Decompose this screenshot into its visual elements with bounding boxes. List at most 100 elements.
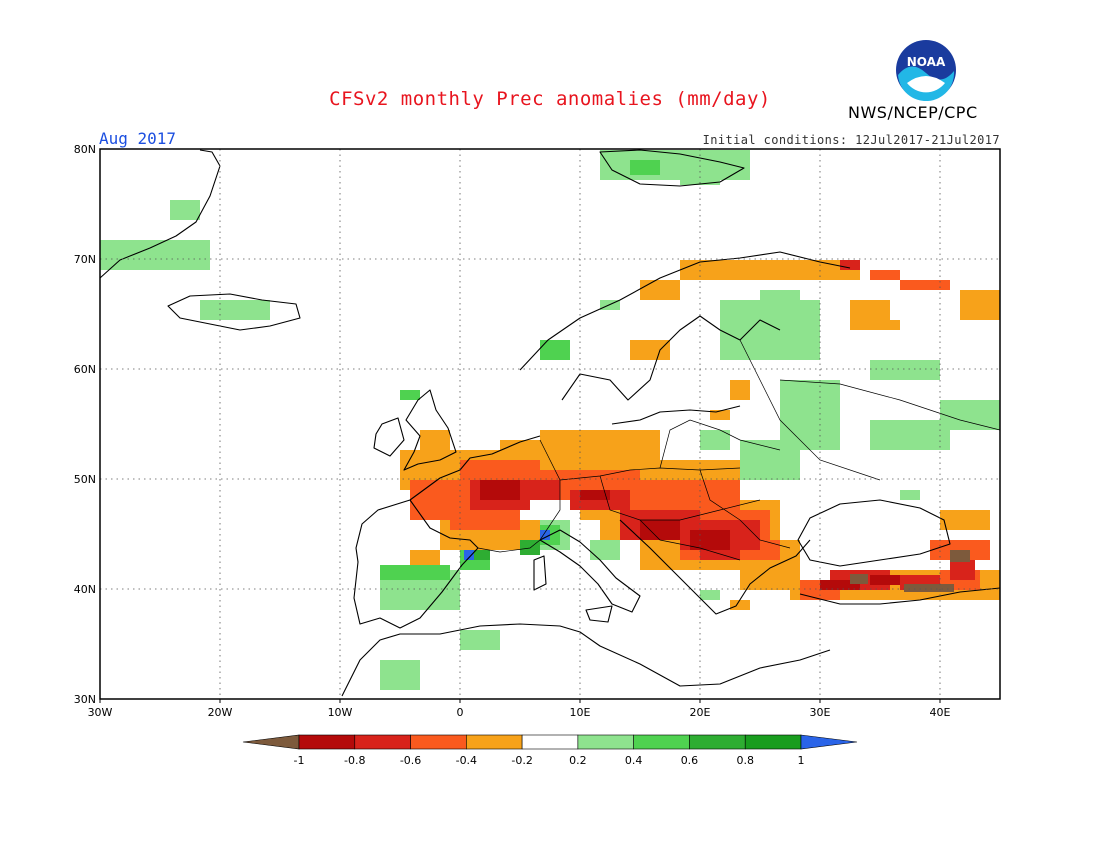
anomaly-cell — [400, 390, 420, 400]
anomaly-cell — [470, 550, 490, 560]
legend-arrow-low — [242, 734, 300, 750]
lon-tick-label: 0 — [457, 706, 464, 719]
map-frame — [99, 148, 1001, 700]
anomaly-cell — [960, 290, 1000, 320]
anomaly-cell — [700, 590, 720, 600]
anomaly-cell — [820, 580, 860, 590]
lon-tick-label: 10E — [570, 706, 591, 719]
anomaly-cell — [700, 430, 730, 450]
chart-title: CFSv2 monthly Prec anomalies (mm/day) — [329, 88, 771, 110]
anomaly-cell — [630, 160, 660, 175]
legend-color-box — [744, 734, 802, 750]
anomaly-cell — [640, 520, 680, 540]
anomaly-cell — [870, 575, 900, 585]
legend-tick-label: 1 — [798, 754, 805, 767]
legend-tick-label: -1 — [294, 754, 305, 767]
anomaly-cell — [870, 360, 940, 380]
legend-color-box — [354, 734, 411, 750]
legend-color-box — [577, 734, 634, 750]
anomaly-cell — [600, 150, 750, 180]
anomaly-cell — [480, 480, 520, 500]
anomaly-cell — [410, 600, 440, 610]
anomaly-cell — [950, 550, 970, 562]
lat-tick-label: 40N — [74, 583, 96, 596]
anomaly-cell — [640, 280, 680, 300]
anomaly-cell — [450, 510, 520, 530]
legend-arrow-high — [800, 734, 858, 750]
legend-color-box — [521, 734, 579, 750]
anomaly-cell — [940, 510, 990, 530]
anomaly-cell — [730, 600, 750, 610]
noaa-logo-text: NOAA — [907, 55, 946, 69]
anomaly-cell — [850, 574, 868, 584]
anomaly-cell — [540, 430, 620, 450]
lat-tick-label: 80N — [74, 143, 96, 156]
legend-color-box — [466, 734, 523, 750]
anomaly-cell — [950, 560, 975, 580]
anomaly-cell — [540, 530, 550, 540]
anomaly-cell — [540, 340, 570, 360]
anomaly-cell — [900, 280, 950, 290]
legend-tick-label: 0.2 — [569, 754, 587, 767]
anomaly-cell — [740, 570, 800, 590]
anomaly-cell — [840, 260, 860, 270]
anomaly-cell — [710, 410, 730, 420]
color-legend — [242, 734, 858, 750]
anomaly-cell — [990, 580, 1000, 600]
anomaly-cell — [870, 420, 950, 450]
anomaly-cell — [880, 320, 900, 330]
anomaly-cell — [620, 430, 660, 460]
map-gridlines — [100, 149, 1000, 699]
anomaly-cell — [904, 584, 954, 592]
anomaly-cell — [380, 565, 450, 580]
anomaly-cell — [740, 440, 800, 480]
anomaly-cell — [420, 430, 450, 450]
legend-color-box — [298, 734, 356, 750]
anomaly-cell — [170, 200, 200, 220]
lon-tick-label: 30E — [810, 706, 831, 719]
legend-tick-label: -0.4 — [456, 754, 477, 767]
lat-tick-label: 60N — [74, 363, 96, 376]
legend-color-box — [689, 734, 746, 750]
anomaly-cell — [780, 380, 840, 450]
anomaly-cell — [730, 380, 750, 400]
anomaly-cell — [464, 550, 474, 560]
legend-color-box — [410, 734, 467, 750]
anomaly-cell — [100, 240, 210, 270]
legend-color-box — [633, 734, 690, 750]
lon-tick-label: 10W — [328, 706, 353, 719]
lat-tick-label: 30N — [74, 693, 96, 706]
country-borders — [477, 339, 1001, 561]
anomaly-cell — [520, 480, 560, 500]
legend-tick-label: 0.4 — [625, 754, 643, 767]
legend-tick-labels: -1 -0.8 -0.6 -0.4 -0.2 0.2 0.4 0.6 0.8 1 — [294, 754, 805, 767]
lon-tick-label: 30W — [88, 706, 113, 719]
legend-tick-label: -0.8 — [344, 754, 365, 767]
lat-tick-label: 50N — [74, 473, 96, 486]
lat-tick-label: 70N — [74, 253, 96, 266]
legend-tick-label: 0.6 — [681, 754, 699, 767]
lon-tick-label: 20W — [208, 706, 233, 719]
anomaly-cell — [580, 490, 610, 500]
lon-tick-label: 40E — [930, 706, 951, 719]
anomaly-cell — [200, 300, 270, 320]
anomaly-cell — [630, 340, 670, 360]
lon-tick-label: 20E — [690, 706, 711, 719]
agency-label: NWS/NCEP/CPC — [848, 103, 978, 122]
noaa-logo: NOAA — [896, 40, 956, 101]
anomaly-cell — [590, 540, 620, 560]
anomaly-cell — [870, 270, 900, 280]
latitude-ticks: 30N 40N 50N 60N 70N 80N — [74, 143, 96, 706]
legend-tick-label: 0.8 — [736, 754, 754, 767]
anomaly-cell — [900, 490, 920, 500]
anomaly-cells — [100, 150, 1000, 690]
initial-conditions: Initial conditions: 12Jul2017-21Jul2017 — [702, 133, 1000, 147]
coastlines — [99, 149, 1001, 697]
anomaly-cell — [720, 330, 750, 350]
anomaly-cell — [760, 290, 800, 310]
anomaly-cell — [740, 260, 820, 280]
longitude-ticks: 30W 20W 10W 0 10E 20E 30E 40E — [88, 699, 951, 719]
legend-tick-label: -0.6 — [400, 754, 421, 767]
forecast-month: Aug 2017 — [99, 129, 177, 148]
